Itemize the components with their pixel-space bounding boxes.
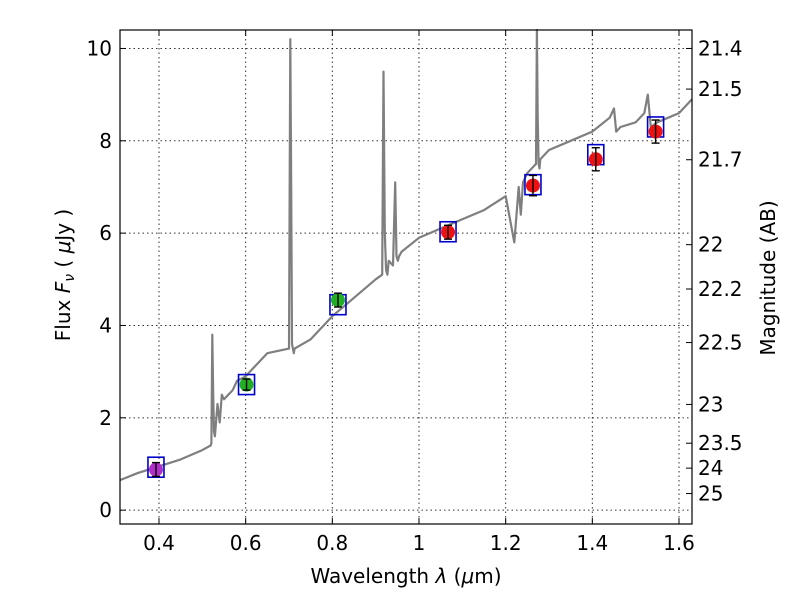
x-tick-label: 0.8	[316, 531, 348, 555]
y-tick-label: 0	[99, 498, 112, 522]
y-axis-label: Flux Fν ( μJy )	[51, 209, 78, 341]
y2-tick-label: 22.2	[698, 277, 743, 301]
spectrum-layer	[119, 28, 693, 482]
y2-axis-label: Magnitude (AB)	[756, 200, 780, 355]
y-tick-label: 6	[99, 221, 112, 245]
y2-tick-label: 22	[698, 233, 723, 257]
model-points-layer	[147, 116, 665, 479]
y2-tick-label: 25	[698, 482, 723, 506]
y2-tick-label: 23	[698, 392, 723, 416]
x-tick-label: 1.2	[490, 531, 522, 555]
y2-tick-label: 22.5	[698, 331, 743, 355]
x-tick-label: 1	[413, 531, 426, 555]
y-tick-label: 4	[99, 313, 112, 337]
grid-lines	[120, 30, 692, 524]
y-tick-label: 2	[99, 406, 112, 430]
y-tick-label: 10	[87, 36, 112, 60]
x-tick-labels: 0.4 0.6 0.8 1 1.2 1.4 1.6	[143, 531, 695, 555]
x-tick-label: 1.6	[663, 531, 695, 555]
model-point	[439, 220, 457, 243]
model-point	[237, 373, 256, 396]
model-point	[147, 456, 165, 479]
y2-tick-label: 21.7	[698, 148, 743, 172]
y2-tick-label: 23.5	[698, 431, 743, 455]
y2-tick-label: 21.4	[698, 36, 743, 60]
observed-points-layer	[148, 119, 663, 478]
x-tick-label: 1.4	[576, 531, 608, 555]
x-tick-label: 0.6	[230, 531, 262, 555]
y2-tick-label: 21.5	[698, 77, 743, 101]
spectrum-line	[119, 28, 693, 482]
tick-marks	[120, 30, 692, 524]
x-axis-label: Wavelength λ (μm)	[310, 564, 501, 588]
y2-tick-label: 24	[698, 456, 723, 480]
plot-frame	[119, 29, 693, 525]
y-tick-labels: 0 2 4 6 8 10	[87, 36, 112, 522]
x-tick-label: 0.4	[143, 531, 175, 555]
y-tick-label: 8	[99, 129, 112, 153]
